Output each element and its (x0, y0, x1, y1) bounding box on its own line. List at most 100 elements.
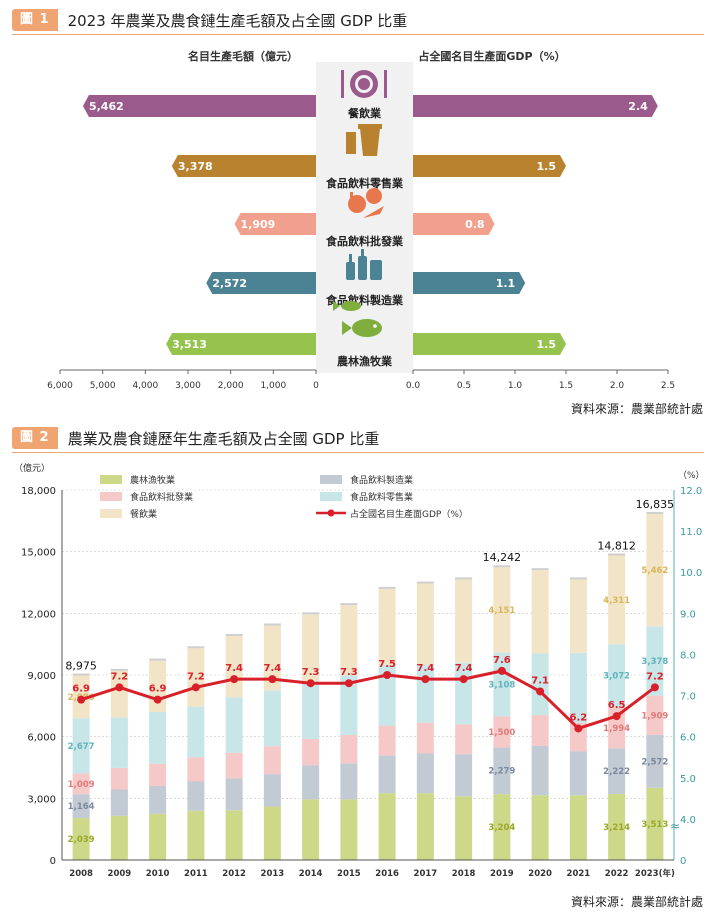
gdp-share-label-5: 7.4 (264, 663, 282, 674)
figure2-left-tick-4: 12,000 (21, 609, 56, 620)
figure1-right-tick-label-5: 2.5 (661, 381, 675, 391)
gdp-share-point-0 (77, 695, 86, 704)
gdp-share-point-1 (115, 683, 124, 692)
gdp-share-label-9: 7.4 (417, 663, 435, 674)
drink-cup-icon (346, 124, 382, 156)
figure1-right-tick-label-3: 1.5 (559, 381, 573, 391)
figure1-header: 圖 1 2023 年農業及農食鏈生產毛額及占全國 GDP 比重 (12, 7, 407, 33)
gdp-share-point-14 (612, 712, 621, 721)
figure2-x-label-15: 2023(年) (635, 868, 675, 879)
bar-value-2022-3: 3,072 (603, 672, 630, 682)
bar-2011-0 (187, 810, 205, 860)
figure2-right-tick-5: 8.0 (680, 650, 696, 661)
bar-top-14 (608, 553, 626, 556)
bar-2018-2 (455, 724, 473, 755)
bar-top-0 (72, 673, 90, 676)
legend-swatch-dot (327, 509, 335, 517)
gdp-share-point-15 (650, 683, 659, 692)
bar-2012-4 (225, 635, 243, 698)
left-bar-0 (82, 95, 316, 117)
gdp-share-point-6 (306, 679, 315, 688)
figure1-left-tick-label-1: 5,000 (90, 381, 116, 391)
bar-total-15: 16,835 (636, 498, 675, 511)
category-label-1: 食品飲料零售業 (326, 176, 404, 190)
right-bar-2 (413, 213, 495, 235)
gdp-share-label-7: 7.3 (340, 667, 358, 678)
bar-2021-3 (569, 652, 587, 723)
bar-value-2022-2: 1,994 (603, 724, 630, 734)
figure2-x-label-1: 2009 (108, 869, 132, 879)
bar-value-2023(年)-2: 1,909 (641, 711, 668, 721)
bar-2016-4 (378, 588, 396, 665)
figure2-x-label-6: 2014 (299, 869, 323, 879)
bar-top-12 (531, 568, 549, 571)
figure1-right-tick-label-0: 0.0 (406, 381, 421, 391)
gdp-share-point-12 (536, 687, 545, 696)
bar-2020-4 (531, 570, 549, 654)
bar-total-11: 14,242 (483, 551, 522, 564)
gdp-share-label-0: 6.9 (72, 684, 90, 695)
bar-2009-0 (110, 815, 128, 860)
bar-2008-3 (72, 718, 90, 774)
legend-label-4: 餐飲業 (130, 508, 157, 520)
figure1-left-tick-label-6: 0 (313, 381, 319, 391)
figure2-x-label-0: 2008 (69, 869, 93, 879)
bar-2012-3 (225, 697, 243, 753)
gdp-share-label-14: 6.5 (608, 700, 626, 711)
legend-label-3: 食品飲料零售業 (350, 491, 413, 503)
bar-2018-0 (455, 796, 473, 860)
figure2-badge: 圖 2 (12, 427, 58, 449)
figure2-right-tick-3: 6.0 (680, 733, 696, 744)
bar-2013-2 (263, 746, 281, 775)
bar-top-3 (187, 646, 205, 649)
bar-top-10 (455, 577, 473, 580)
bar-2016-0 (378, 793, 396, 860)
left-bar-3 (206, 272, 316, 294)
bar-top-7 (340, 603, 358, 606)
gdp-share-point-9 (421, 675, 430, 684)
bar-value-2022-1: 2,222 (603, 767, 630, 777)
gdp-share-point-7 (344, 679, 353, 688)
bar-2023(年)-1 (646, 734, 664, 788)
bar-2023(年)-0 (646, 787, 664, 860)
figure2-header: 圖 2 農業及農食鏈歷年生產毛額及占全國 GDP 比重 (12, 425, 379, 451)
figure1-left-axis-title: 名目生產毛額（億元） (188, 49, 298, 63)
figure1-badge: 圖 1 (12, 9, 58, 31)
bar-value-2019-2: 1,500 (488, 728, 515, 738)
figure1-left-tick-label-3: 3,000 (175, 381, 201, 391)
legend-swatch-0 (100, 475, 122, 484)
bar-2010-2 (149, 763, 167, 786)
bar-2015-3 (340, 675, 358, 736)
bar-top-6 (302, 612, 320, 615)
figure2-x-label-2: 2010 (146, 869, 170, 879)
figure1-right-tick-label-4: 2.0 (610, 381, 625, 391)
bar-2013-4 (263, 625, 281, 691)
right-bar-value-1: 1.5 (537, 160, 557, 173)
bar-value-2008-3: 2,677 (68, 742, 95, 752)
legend-swatch-1 (320, 475, 342, 484)
category-label-4: 農林漁牧業 (337, 354, 393, 368)
figure1-left-tick-label-0: 6,000 (47, 381, 73, 391)
gdp-share-label-4: 7.4 (225, 663, 243, 674)
bar-value-2019-0: 3,204 (488, 823, 515, 833)
left-bar-value-3: 2,572 (212, 277, 247, 290)
figure2-x-label-14: 2022 (605, 869, 629, 879)
gdp-share-label-3: 7.2 (187, 671, 205, 682)
gdp-share-label-6: 7.3 (302, 667, 320, 678)
gdp-share-point-3 (191, 683, 200, 692)
figure1-header-rule (12, 34, 704, 35)
bar-2016-2 (378, 725, 396, 756)
figure2-x-label-4: 2012 (222, 869, 246, 879)
bar-2011-1 (187, 781, 205, 811)
figure2-x-label-11: 2019 (490, 869, 514, 879)
bar-2009-1 (110, 789, 128, 816)
bar-2013-3 (263, 690, 281, 747)
figure1-left-tick-label-5: 1,000 (260, 381, 286, 391)
bar-2010-1 (149, 786, 167, 814)
bar-2020-3 (531, 653, 549, 716)
figure1-left-tick-label-4: 2,000 (218, 381, 244, 391)
figure2-left-unit: （億元） (14, 462, 50, 474)
bottles-icon (346, 249, 382, 280)
right-bar-value-0: 2.4 (628, 100, 648, 113)
category-label-2: 食品飲料批發業 (326, 234, 404, 248)
